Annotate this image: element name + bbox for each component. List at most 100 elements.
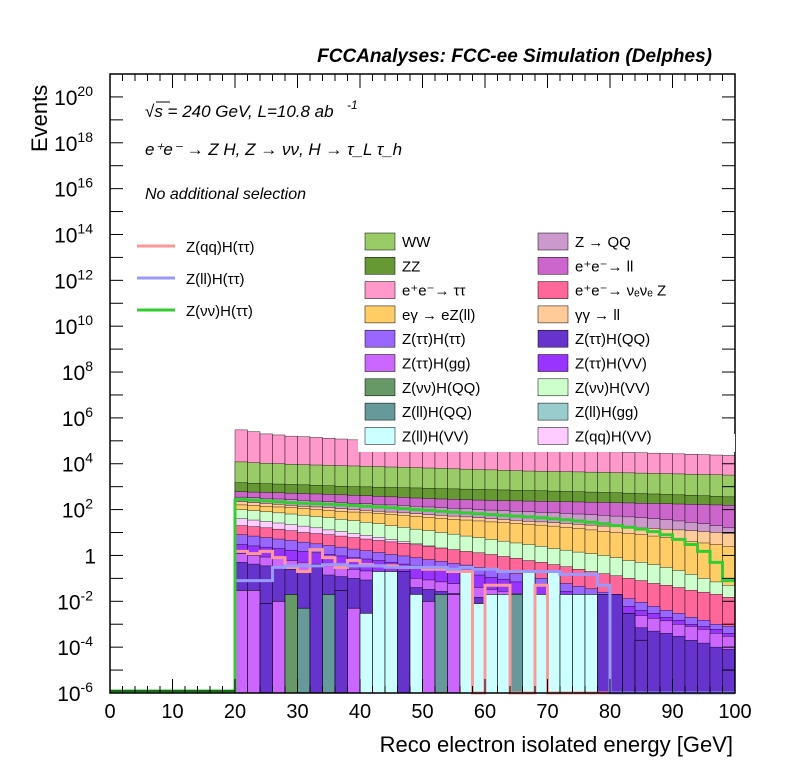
signal-bin (397, 571, 411, 694)
x-tick-label: 20 (224, 701, 246, 723)
legend-label: ZZ (402, 258, 420, 275)
y-tick-exponent: 16 (77, 175, 93, 191)
legend-swatch (364, 329, 396, 348)
legend-label: Z(ττ)H(ττ) (402, 331, 466, 348)
legend-swatch (537, 354, 569, 372)
y-tick-exponent: 20 (77, 83, 93, 99)
legend-swatch (537, 281, 569, 299)
signal-bin (534, 594, 548, 694)
signal-bin (334, 590, 348, 694)
y-tick-label: 10-4 (57, 633, 93, 660)
stack-bin (709, 646, 723, 694)
signal-bin (622, 612, 636, 694)
signal-bin (347, 607, 361, 694)
signal-bin (259, 603, 273, 694)
legend-label: γγ → ll (575, 307, 620, 324)
stack-bin (672, 636, 686, 694)
legend-label: WW (402, 234, 431, 251)
stack-bin (659, 633, 673, 694)
annotation-selection: No additional selection (145, 186, 306, 203)
x-tick-label: 10 (161, 701, 183, 723)
legend-label: Z → QQ (575, 234, 631, 251)
signal-bin (547, 571, 561, 694)
legend-swatch (364, 402, 396, 421)
x-tick-label: 70 (536, 701, 558, 723)
legend-label: Z(νν)H(QQ) (402, 380, 480, 397)
stack-bin (722, 649, 736, 694)
legend-label: Z(ll)H(VV) (402, 428, 469, 445)
legend-swatch (364, 305, 396, 324)
signal-bin (359, 612, 373, 694)
legend-swatch (537, 257, 569, 275)
legend-label: e⁺e⁻→ ττ (402, 283, 466, 300)
y-tick-exponent: 8 (85, 358, 93, 374)
y-tick-label: 1010 (54, 312, 93, 339)
legend-line-label: Z(ll)H(ττ) (186, 271, 245, 288)
x-axis-label: Reco electron isolated energy [GeV] (380, 732, 733, 757)
stack-bin (697, 642, 711, 694)
legend-line-label: Z(qq)H(ττ) (186, 239, 255, 256)
y-tick-label: 10-2 (57, 587, 93, 614)
y-tick-exponent: 6 (85, 404, 93, 420)
signal-bin (609, 594, 623, 694)
signal-bin (522, 571, 536, 694)
signal-bin (384, 571, 398, 694)
legend-swatch (537, 378, 569, 397)
y-tick-label: 1016 (54, 175, 93, 202)
signal-bin (234, 590, 248, 694)
legend-label: eγ → eZ(ll) (402, 307, 475, 324)
signal-bin (422, 600, 436, 694)
y-tick-exponent: -4 (81, 633, 94, 649)
legend: Z(qq)H(ττ) Z(ll)H(ττ) Z(νν)H(ττ) WW Z → QQ ZZ… (137, 232, 735, 452)
annotation-process: e⁺e⁻ → Z H, Z → νν, H → τ_L τ_h (145, 140, 402, 159)
legend-label: e⁺e⁻→ νₑνₑ Z (575, 283, 666, 300)
plot-title: FCCAnalyses: FCC-ee Simulation (Delphes) (317, 46, 712, 67)
y-tick-exponent: -6 (81, 679, 94, 695)
annotation-energy: √s = 240 GeV, L=10.8 ab -1 (145, 98, 358, 121)
signal-bin (247, 590, 261, 694)
legend-swatch (364, 257, 396, 275)
x-tick-label: 100 (718, 701, 751, 723)
energy-sup: -1 (347, 98, 358, 112)
legend-swatch (537, 329, 569, 348)
y-tick-exponent: 10 (77, 312, 93, 328)
legend-label: Z(νν)H(VV) (575, 380, 650, 397)
y-axis-label: Events (27, 85, 52, 152)
signal-bin (272, 600, 286, 694)
signal-bin (322, 594, 336, 694)
legend-label: Z(ττ)H(VV) (575, 356, 647, 373)
signal-line (235, 497, 735, 583)
bottom-bins (234, 564, 648, 694)
legend-label: Z(ll)H(gg) (575, 404, 638, 421)
plot-area (110, 429, 736, 695)
signal-bin (297, 607, 311, 694)
x-tick-label: 0 (104, 701, 115, 723)
legend-swatch (537, 402, 569, 421)
signal-bin (284, 594, 298, 694)
signal-bin (472, 603, 486, 694)
legend-swatch (537, 427, 569, 445)
y-tick-exponent: -2 (81, 587, 94, 603)
legend-swatch (537, 305, 569, 324)
stack-bin (647, 630, 661, 694)
legend-label: Z(ττ)H(QQ) (575, 331, 650, 348)
y-tick-label: 1 (84, 545, 96, 568)
x-tick-label: 30 (286, 701, 308, 723)
signal-bin (309, 564, 323, 694)
legend-swatch (537, 232, 569, 251)
y-tick-exponent: 12 (77, 266, 93, 282)
stack-bin (684, 640, 698, 694)
x-tick-label: 50 (411, 701, 433, 723)
y-tick-label: 1018 (54, 129, 93, 156)
energy-text: √s = 240 GeV, L=10.8 ab (145, 102, 334, 121)
legend-swatch (364, 427, 396, 445)
legend-label: Z(ll)H(QQ) (402, 404, 472, 421)
signal-bin (572, 594, 586, 694)
legend-label: e⁺e⁻→ ll (575, 258, 633, 275)
y-tick-exponent: 4 (85, 450, 93, 466)
signal-bin (597, 594, 611, 694)
legend-line-label: Z(νν)H(ττ) (186, 303, 253, 320)
x-tick-label: 40 (349, 701, 371, 723)
legend-swatch (364, 378, 396, 397)
